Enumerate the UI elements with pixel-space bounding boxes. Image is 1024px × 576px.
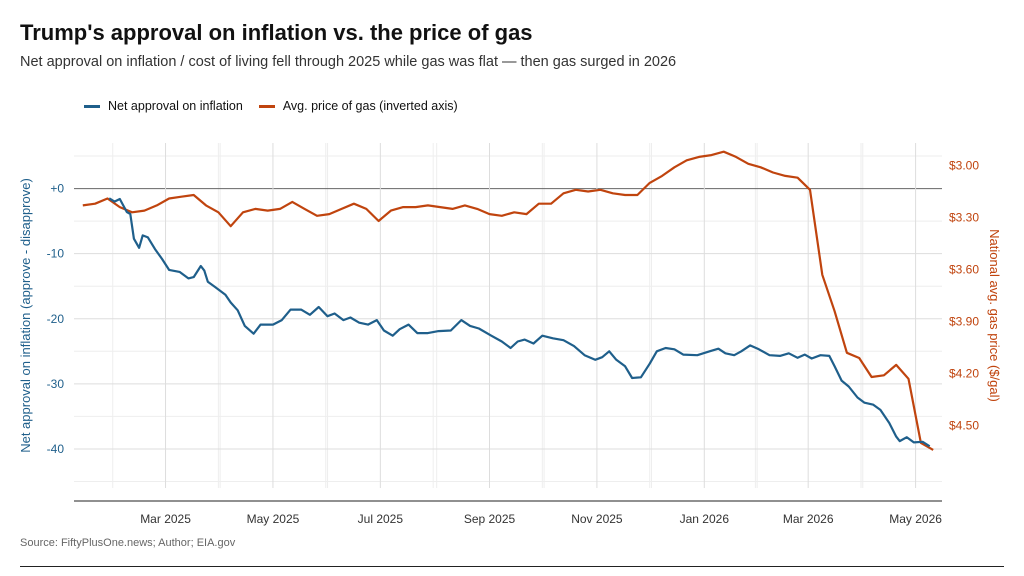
- y2-tick-label: $3.00: [949, 159, 979, 173]
- y2-axis-title: National avg. gas price ($/gal): [987, 229, 1002, 402]
- y-axis-title: Net approval on inflation (approve - dis…: [18, 178, 33, 453]
- legend: Net approval on inflation Avg. price of …: [84, 99, 474, 113]
- legend-swatch-approval: [84, 104, 100, 108]
- y2-tick-label: $4.50: [949, 419, 979, 433]
- y-tick-label: +0: [50, 182, 64, 196]
- x-tick-label: Jan 2026: [680, 512, 730, 526]
- y2-tick-label: $3.60: [949, 263, 979, 277]
- legend-swatch-gas: [258, 104, 275, 108]
- legend-label-approval: Net approval on inflation: [108, 99, 243, 113]
- x-tick-label: May 2025: [247, 512, 300, 526]
- legend-item-approval: Net approval on inflation: [84, 99, 243, 113]
- chart-subtitle: Net approval on inflation / cost of livi…: [20, 54, 677, 70]
- y2-tick-label: $4.20: [949, 367, 979, 381]
- y2-tick-label: $3.90: [949, 315, 979, 329]
- chart-title: Trump's approval on inflation vs. the pr…: [20, 20, 533, 45]
- legend-item-gas: Avg. price of gas (inverted axis): [258, 99, 458, 113]
- legend-label-gas: Avg. price of gas (inverted axis): [282, 99, 458, 113]
- gas-price-line: [82, 150, 934, 451]
- x-tick-label: Sep 2025: [464, 512, 516, 526]
- x-tick-label: Nov 2025: [571, 512, 623, 526]
- y2-tick-label: $3.30: [949, 211, 979, 225]
- bottom-rule: [20, 566, 1004, 567]
- x-tick-label: Mar 2026: [783, 512, 834, 526]
- grid: [74, 143, 942, 488]
- series: [82, 150, 934, 451]
- axes: +0 -10 -20 -30 -40 Mar 2025 May 2025 Jul 2025 Se…: [18, 159, 1002, 526]
- x-tick-label: May 2026: [889, 512, 942, 526]
- source-note: Source: FiftyPlusOne.news; Author; EIA.g…: [20, 537, 236, 549]
- y-tick-label: -10: [47, 247, 65, 261]
- y-tick-label: -20: [47, 312, 65, 326]
- approval-line: [108, 197, 931, 448]
- y-tick-label: -40: [47, 442, 65, 456]
- x-tick-label: Jul 2025: [358, 512, 404, 526]
- y-tick-label: -30: [47, 377, 65, 391]
- x-tick-label: Mar 2025: [140, 512, 191, 526]
